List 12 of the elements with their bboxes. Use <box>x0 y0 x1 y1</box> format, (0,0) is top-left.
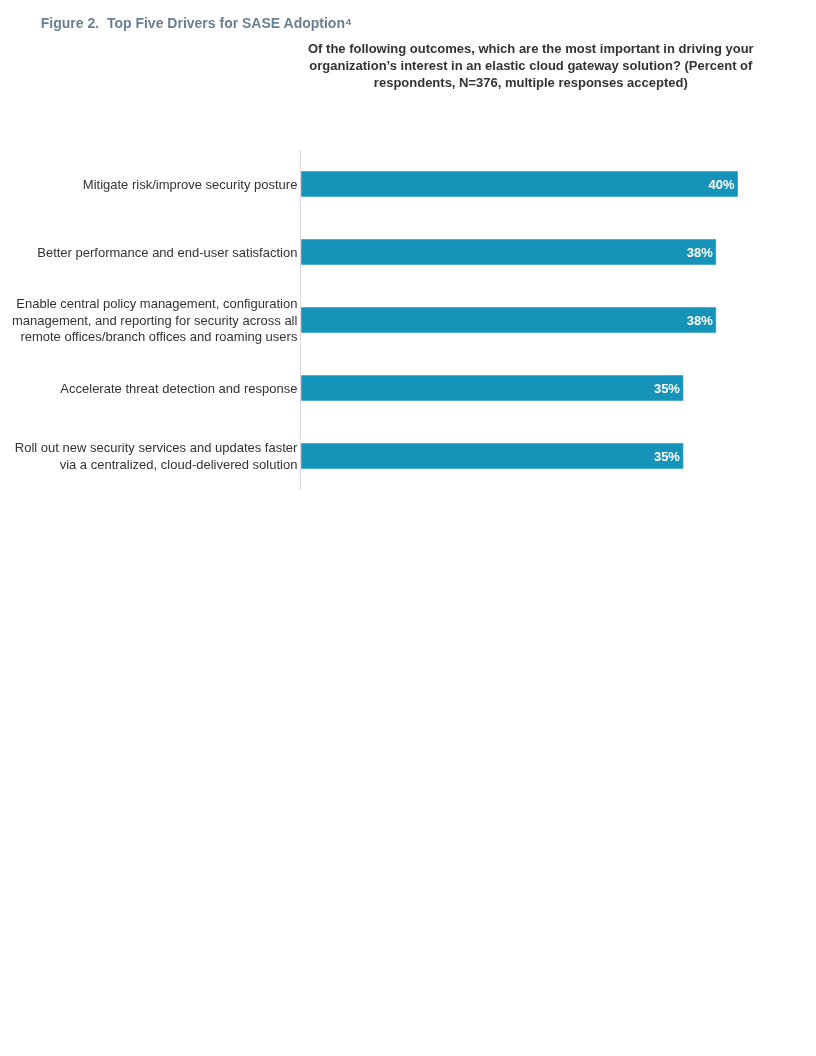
data-label: 38% <box>686 244 714 260</box>
y-tick-label: Mitigate risk/improve security posture <box>82 176 298 192</box>
y-tick-label: Roll out new security services and updates faster via a centralized, cloud-delivered solution <box>14 440 299 472</box>
y-tick-label: Accelerate threat detection and response <box>60 380 298 396</box>
chart-subtitle: Of the following outcomes, which are the most important in driving your organization’s interest in an elastic cloud gateway solution? (Percent of respondents, N=376, multiple responses accepted) <box>308 41 754 90</box>
y-tick-label: Better performance and end-user satisfaction <box>37 244 298 260</box>
data-label: 40% <box>708 176 735 192</box>
data-label: 35% <box>653 448 681 464</box>
chart-title: Figure 2. Top Five Drivers for SASE Adoption⁴ <box>40 15 352 31</box>
data-label: 38% <box>686 312 714 328</box>
y-tick-label: Enable central policy management, configuration management, and reporting for security across all remote offices/branch offices and roaming users <box>11 295 298 345</box>
data-label: 35% <box>653 380 681 396</box>
